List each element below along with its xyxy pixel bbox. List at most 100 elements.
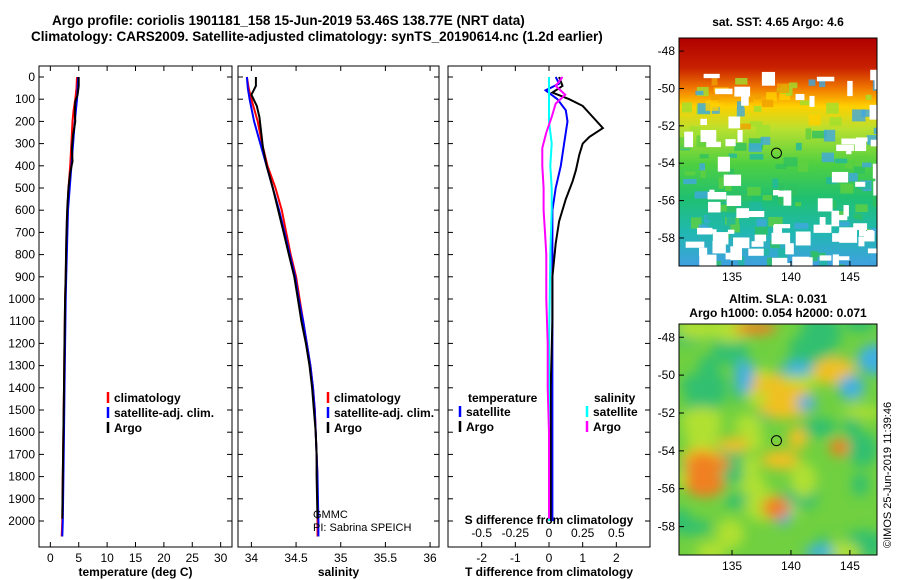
sst-patch (700, 167, 706, 178)
y-tick-label: 400 (15, 159, 35, 173)
sst-cloud-gap (813, 224, 832, 233)
sst-patch (835, 211, 847, 217)
sst-cloud-gap (717, 156, 730, 172)
annotation-pi: PI: Sabrina SPEICH (313, 522, 411, 534)
sla-anomaly-blob (857, 344, 877, 375)
x-tick-label: -1 (510, 551, 521, 565)
sla-anomaly-blob (741, 455, 761, 477)
sst-cloud-gap (872, 163, 877, 179)
x-tick-label: 34.5 (284, 551, 308, 565)
sst-patch (812, 130, 827, 139)
sst-cloud-gap (839, 227, 858, 243)
sst-cloud-gap (875, 174, 877, 186)
sst-patch (699, 163, 706, 171)
map-x-tick-label: 135 (722, 270, 742, 284)
sst-patch (794, 222, 809, 229)
sst-cloud-gap (706, 141, 721, 148)
sst-cloud-gap (771, 232, 791, 245)
sst-patch (855, 204, 868, 213)
sla-anomaly-blob (790, 462, 817, 498)
sst-patch (844, 218, 856, 223)
sst-cloud-gap (806, 257, 813, 266)
x-tick-label: -2 (476, 551, 487, 565)
y-tick-label: 800 (15, 248, 35, 262)
legend-label: satellite (593, 405, 638, 419)
sla-anomaly-blob (738, 474, 767, 496)
sst-patch (819, 80, 826, 88)
sst-patch (813, 252, 826, 257)
sst-patch (785, 87, 793, 96)
sst-cloud-gap (843, 205, 849, 217)
sla-anomaly-blob (843, 324, 876, 333)
sst-cloud-gap (809, 95, 815, 107)
sla-map-title-line-1: Altim. SLA: 0.031 (729, 292, 827, 306)
sst-cloud-gap (703, 73, 720, 79)
y-tick-label: 700 (15, 225, 35, 239)
y-tick-label: 1800 (8, 470, 35, 484)
sst-cloud-gap (727, 229, 735, 234)
sla-anomaly-blob (800, 417, 838, 438)
y-tick-label: 200 (15, 114, 35, 128)
sst-patch (760, 136, 771, 145)
sst-cloud-gap (730, 246, 743, 261)
sla-anomaly-blob (717, 437, 750, 453)
legend-label: climatology (114, 391, 181, 405)
y-tick-label: 300 (15, 137, 35, 151)
y-tick-label: 2000 (8, 514, 35, 528)
map-y-tick-label: -50 (658, 81, 676, 95)
sst-map-title: sat. SST: 4.65 Argo: 4.6 (712, 15, 844, 29)
sst-patch (861, 109, 872, 117)
sst-patch (737, 101, 744, 109)
sst-cloud-gap (754, 234, 767, 242)
sst-patch (683, 178, 697, 185)
sst-cloud-gap (699, 254, 717, 266)
sst-cloud-gap (700, 118, 707, 126)
sst-patch (705, 214, 721, 221)
map-frame (678, 37, 878, 267)
sst-cloud-gap (712, 240, 726, 254)
sst-cloud-gap (737, 130, 743, 143)
series-line-argo (61, 77, 80, 519)
sst-patch (862, 162, 872, 168)
sla-anomaly-blob (787, 426, 808, 450)
sst-cloud-gap (854, 139, 867, 152)
x-axis-label: temperature (deg C) (78, 565, 192, 579)
sst-cloud-gap (773, 263, 792, 266)
sst-cloud-gap (725, 252, 732, 260)
sst-patch (697, 103, 711, 115)
x-tick-label: 34 (245, 551, 259, 565)
sst-patch (754, 95, 762, 100)
sla-anomaly-blob (716, 518, 745, 549)
sla-anomaly-blob (841, 406, 877, 419)
chart-title-line-1: Argo profile: coriolis 1901181_158 15-Ju… (52, 13, 525, 28)
sst-patch (761, 99, 774, 108)
sla-anomaly-blob (761, 496, 790, 520)
map-x-tick-label: 145 (840, 559, 860, 573)
sst-cloud-gap (795, 93, 805, 101)
y-tick-label: 1400 (8, 381, 35, 395)
sst-cloud-gap (748, 248, 764, 256)
sst-patch (684, 171, 696, 176)
sst-cloud-gap (832, 254, 839, 266)
sst-patch (734, 142, 747, 151)
sst-patch (777, 248, 788, 261)
sst-patch (808, 79, 816, 86)
x-tick-label: 5 (75, 551, 82, 565)
sst-patch (872, 195, 877, 207)
map-y-tick-label: -48 (658, 330, 676, 344)
y-tick-label: 1700 (8, 447, 35, 461)
y-tick-label: 600 (15, 203, 35, 217)
y-tick-label: 1600 (8, 425, 35, 439)
sst-patch (740, 193, 752, 201)
sst-cloud-gap (841, 138, 860, 145)
sst-cloud-gap (836, 144, 854, 152)
x-tick-label: 2 (613, 551, 620, 565)
sla-anomaly-blob (796, 395, 817, 411)
sst-patch (834, 264, 845, 266)
map-x-tick-label: 140 (781, 559, 801, 573)
x-axis-label: salinity (318, 565, 360, 579)
sla-anomaly-blob (824, 329, 842, 347)
sst-patch (766, 257, 777, 266)
sst-patch (776, 83, 790, 94)
sst-patch (854, 166, 866, 174)
